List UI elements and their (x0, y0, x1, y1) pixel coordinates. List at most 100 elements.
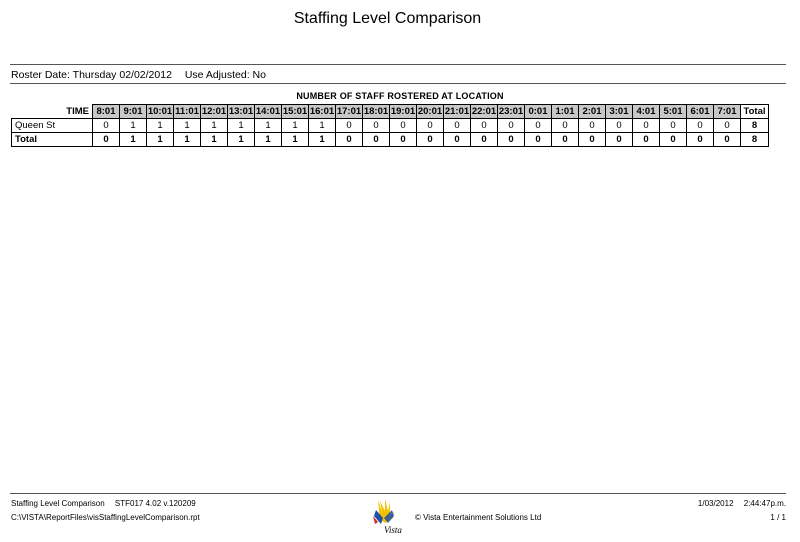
staff-count-cell: 0 (605, 118, 633, 133)
time-slot-header: 12:01 (200, 104, 228, 119)
staff-count-cell: 0 (632, 118, 660, 133)
time-slot-header: 22:01 (470, 104, 498, 119)
staff-count-cell: 0 (362, 132, 390, 147)
time-slot-header: 13:01 (227, 104, 255, 119)
table-header-row: TIME 8:01 9:01 10:01 11:01 12:01 13:01 14:01 15… (12, 104, 769, 119)
footer-divider (10, 493, 786, 494)
staff-count-cell: 0 (362, 118, 390, 133)
report-parameters: Roster Date: Thursday 02/02/2012 Use Adj… (11, 69, 276, 81)
staff-count-cell: 0 (605, 132, 633, 147)
report-title: Staffing Level Comparison (293, 10, 482, 27)
row-label: Total (11, 132, 93, 147)
staff-count-cell: 1 (308, 132, 336, 147)
staff-count-cell: 0 (497, 118, 525, 133)
staffing-table: TIME 8:01 9:01 10:01 11:01 12:01 13:01 14:01 15… (11, 104, 769, 147)
staff-count-cell: 1 (281, 118, 309, 133)
staff-count-cell: 1 (146, 132, 174, 147)
footer-print-datetime: 1/03/2012 2:44:47p.m. (698, 499, 786, 508)
staff-count-cell: 0 (551, 118, 579, 133)
section-title: NUMBER OF STAFF ROSTERED AT LOCATION (296, 91, 504, 101)
header-divider (10, 64, 786, 65)
time-slot-header: 20:01 (416, 104, 444, 119)
staff-count-cell: 0 (632, 132, 660, 147)
time-slot-header: 16:01 (308, 104, 336, 119)
time-slot-header: 9:01 (119, 104, 147, 119)
time-column-label: TIME (66, 105, 89, 117)
staff-count-cell: 0 (470, 118, 498, 133)
footer-file-path: C:\VISTA\ReportFiles\visStaffingLevelCom… (11, 513, 200, 522)
time-slot-header: 23:01 (497, 104, 525, 119)
footer-report-code: STF017 4.02 v.120209 (114, 499, 196, 508)
staff-count-cell: 1 (254, 118, 282, 133)
staff-count-cell: 1 (308, 118, 336, 133)
staff-count-cell: 0 (686, 132, 714, 147)
time-slot-header: 5:01 (659, 104, 687, 119)
location-row: Queen St 0 1 1 1 1 1 1 1 1 0 0 0 0 0 0 0 0 0 0 0 0 0 0 0 8 (11, 118, 769, 133)
time-slot-header: 11:01 (173, 104, 201, 119)
time-slot-header: 14:01 (254, 104, 282, 119)
roster-date: Roster Date: Thursday 02/02/2012 (11, 69, 172, 81)
row-label: Queen St (11, 118, 93, 133)
staff-count-cell: 0 (713, 118, 741, 133)
staff-count-cell: 1 (227, 132, 255, 147)
time-slot-header: 17:01 (335, 104, 363, 119)
time-slot-header: 7:01 (713, 104, 741, 119)
footer-copyright: © Vista Entertainment Solutions Ltd (415, 513, 542, 522)
staff-count-cell: 1 (119, 132, 147, 147)
staff-count-cell: 0 (92, 118, 120, 133)
parameters-divider (10, 83, 786, 84)
footer-report-info: Staffing Level Comparison STF017 4.02 v.… (11, 499, 196, 508)
total-column-header: Total (740, 104, 769, 119)
staff-count-cell: 0 (416, 118, 444, 133)
staff-count-cell: 0 (389, 132, 417, 147)
time-slot-header: 3:01 (605, 104, 633, 119)
staff-count-cell: 0 (443, 118, 471, 133)
row-total-cell: 8 (740, 118, 769, 133)
footer-print-date: 1/03/2012 (697, 499, 734, 508)
staff-count-cell: 1 (200, 132, 228, 147)
staff-count-cell: 0 (524, 118, 552, 133)
logo-wordmark: Vista (384, 525, 402, 535)
logo-blue-accent (384, 510, 394, 523)
staff-count-cell: 0 (443, 132, 471, 147)
use-adjusted: Use Adjusted: No (184, 69, 266, 81)
logo-blue-shape (374, 510, 383, 524)
staff-count-cell: 1 (173, 118, 201, 133)
time-slot-header: 2:01 (578, 104, 606, 119)
staff-count-cell: 0 (659, 118, 687, 133)
time-slot-header: 1:01 (551, 104, 579, 119)
staff-count-cell: 1 (254, 132, 282, 147)
time-slot-header: 18:01 (362, 104, 390, 119)
staff-count-cell: 0 (389, 118, 417, 133)
time-slot-header: 0:01 (524, 104, 552, 119)
logo-red-shape (373, 516, 378, 524)
staff-count-cell: 1 (281, 132, 309, 147)
footer-report-name: Staffing Level Comparison (11, 499, 105, 508)
staff-count-cell: 0 (497, 132, 525, 147)
time-slot-header: 6:01 (686, 104, 714, 119)
staff-count-cell: 1 (173, 132, 201, 147)
time-slot-header: 8:01 (92, 104, 120, 119)
staff-count-cell: 0 (578, 132, 606, 147)
staff-count-cell: 0 (578, 118, 606, 133)
staff-count-cell: 0 (686, 118, 714, 133)
time-slot-header: 21:01 (443, 104, 471, 119)
staff-count-cell: 1 (146, 118, 174, 133)
vista-logo: Vista (370, 496, 410, 536)
staff-count-cell: 1 (200, 118, 228, 133)
time-slot-header: 10:01 (146, 104, 174, 119)
staff-count-cell: 0 (470, 132, 498, 147)
total-row: Total 0 1 1 1 1 1 1 1 1 0 0 0 0 0 0 0 0 0 0 0 0 0 0 0 8 (11, 132, 769, 147)
staff-count-cell: 0 (335, 118, 363, 133)
staff-count-cell: 0 (92, 132, 120, 147)
staff-count-cell: 0 (416, 132, 444, 147)
staff-count-cell: 1 (119, 118, 147, 133)
staff-count-cell: 0 (551, 132, 579, 147)
staff-count-cell: 0 (335, 132, 363, 147)
footer-print-time: 2:44:47p.m. (743, 499, 786, 508)
vista-hand-icon: Vista (373, 499, 402, 535)
staff-count-cell: 0 (524, 132, 552, 147)
row-total-cell: 8 (740, 132, 769, 147)
time-slot-header: 15:01 (281, 104, 309, 119)
staff-count-cell: 0 (713, 132, 741, 147)
